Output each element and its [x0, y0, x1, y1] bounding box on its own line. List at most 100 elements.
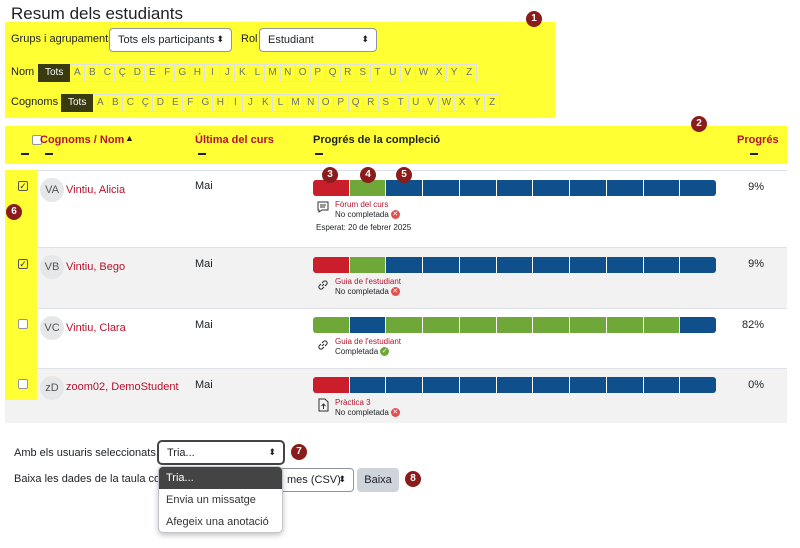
- row-checkbox[interactable]: ✓: [18, 181, 28, 191]
- activity-name-link[interactable]: Guia de l'estudiant: [335, 277, 402, 286]
- column-collapse-icon[interactable]: [21, 153, 29, 155]
- completion-segment-blue[interactable]: [496, 377, 534, 393]
- column-header-last-course[interactable]: Última del curs: [195, 134, 274, 146]
- row-checkbox[interactable]: ✓: [18, 259, 28, 269]
- completion-segment-green[interactable]: [570, 317, 607, 333]
- completion-segment-blue[interactable]: [423, 377, 460, 393]
- completion-segment-blue[interactable]: [680, 257, 716, 273]
- firstname-letter-x[interactable]: X: [432, 64, 448, 82]
- firstname-letter-l[interactable]: L: [250, 64, 266, 82]
- completion-segment-green[interactable]: [423, 317, 460, 333]
- select-all-checkbox[interactable]: [32, 135, 42, 145]
- completion-segment-blue[interactable]: [533, 377, 571, 393]
- firstname-letter-b[interactable]: B: [85, 64, 101, 82]
- lastname-letter-q[interactable]: Q: [348, 94, 364, 112]
- lastname-letter-e[interactable]: E: [168, 94, 184, 112]
- lastname-letter-s[interactable]: S: [378, 94, 394, 112]
- dropdown-option[interactable]: Envia un missatge: [166, 494, 256, 506]
- completion-segment-blue[interactable]: [386, 180, 424, 196]
- user-name-link[interactable]: zoom02, DemoStudent: [66, 381, 179, 393]
- column-collapse-icon[interactable]: [45, 153, 53, 155]
- lastname-letter-p[interactable]: P: [333, 94, 349, 112]
- firstname-letter-p[interactable]: P: [310, 64, 326, 82]
- completion-segment-blue[interactable]: [680, 180, 716, 196]
- completion-segment-green[interactable]: [313, 317, 350, 333]
- lastname-letter-t[interactable]: T: [393, 94, 409, 112]
- firstname-letter-g[interactable]: G: [175, 64, 191, 82]
- lastname-letter-h[interactable]: H: [213, 94, 229, 112]
- firstname-letter-r[interactable]: R: [340, 64, 356, 82]
- completion-segment-blue[interactable]: [570, 180, 607, 196]
- completion-segment-blue[interactable]: [680, 317, 716, 333]
- completion-segment-blue[interactable]: [606, 180, 644, 196]
- firstname-letter-e[interactable]: E: [145, 64, 161, 82]
- lastname-letter-u[interactable]: U: [408, 94, 424, 112]
- completion-segment-blue[interactable]: [570, 377, 607, 393]
- completion-bar[interactable]: [313, 257, 716, 273]
- completion-segment-blue[interactable]: [606, 257, 644, 273]
- completion-segment-red[interactable]: [313, 377, 350, 393]
- activity-name-link[interactable]: Pràctica 3: [335, 398, 371, 407]
- lastname-letter-o[interactable]: O: [318, 94, 334, 112]
- firstname-letter-q[interactable]: Q: [325, 64, 341, 82]
- firstname-letter-n[interactable]: N: [280, 64, 296, 82]
- completion-segment-green[interactable]: [606, 317, 644, 333]
- column-header-name[interactable]: Cognoms / Nom: [40, 134, 125, 146]
- firstname-letter-k[interactable]: K: [235, 64, 251, 82]
- completion-segment-blue[interactable]: [423, 180, 460, 196]
- column-header-progress[interactable]: Progrés: [737, 134, 779, 146]
- dropdown-option[interactable]: Afegeix una anotació: [166, 516, 269, 528]
- firstname-letter-j[interactable]: J: [220, 64, 236, 82]
- completion-segment-blue[interactable]: [459, 257, 497, 273]
- lastname-letter-b[interactable]: B: [108, 94, 124, 112]
- completion-bar[interactable]: [313, 180, 716, 196]
- completion-segment-blue[interactable]: [643, 180, 681, 196]
- lastname-letter-ç[interactable]: Ç: [138, 94, 154, 112]
- column-collapse-icon[interactable]: [315, 153, 323, 155]
- completion-segment-blue[interactable]: [680, 377, 716, 393]
- completion-segment-green[interactable]: [349, 257, 387, 273]
- firstname-letter-f[interactable]: F: [160, 64, 176, 82]
- completion-segment-blue[interactable]: [349, 317, 387, 333]
- lastname-letter-k[interactable]: K: [258, 94, 274, 112]
- lastname-letter-n[interactable]: N: [303, 94, 319, 112]
- lastname-letter-v[interactable]: V: [423, 94, 439, 112]
- completion-bar[interactable]: [313, 317, 716, 333]
- lastname-letter-m[interactable]: M: [288, 94, 304, 112]
- activity-name-link[interactable]: Guia de l'estudiant: [335, 337, 402, 346]
- download-button[interactable]: Baixa: [357, 468, 399, 492]
- lastname-letter-a[interactable]: A: [93, 94, 109, 112]
- completion-segment-blue[interactable]: [349, 377, 387, 393]
- completion-segment-green[interactable]: [349, 180, 387, 196]
- groups-select[interactable]: Tots els participants ⬍: [109, 28, 232, 52]
- firstname-letter-c[interactable]: C: [100, 64, 116, 82]
- completion-segment-blue[interactable]: [533, 257, 571, 273]
- bulk-action-select[interactable]: Tria... ⬍: [157, 440, 285, 465]
- completion-bar[interactable]: [313, 377, 716, 393]
- firstname-letter-u[interactable]: U: [385, 64, 401, 82]
- lastname-letter-f[interactable]: F: [183, 94, 199, 112]
- activity-name-link[interactable]: Fòrum del curs: [335, 200, 389, 209]
- completion-segment-green[interactable]: [496, 317, 534, 333]
- lastname-letter-d[interactable]: D: [153, 94, 169, 112]
- completion-segment-green[interactable]: [533, 317, 571, 333]
- firstname-letter-z[interactable]: Z: [462, 64, 478, 82]
- lastname-letter-z[interactable]: Z: [485, 94, 501, 112]
- role-select[interactable]: Estudiant ⬍: [259, 28, 377, 52]
- firstname-letter-v[interactable]: V: [400, 64, 416, 82]
- completion-segment-green[interactable]: [643, 317, 681, 333]
- dropdown-option[interactable]: Tria...: [159, 467, 282, 489]
- lastname-letter-y[interactable]: Y: [470, 94, 486, 112]
- completion-segment-blue[interactable]: [386, 377, 424, 393]
- firstname-letter-all[interactable]: Tots: [38, 64, 71, 82]
- firstname-letter-m[interactable]: M: [265, 64, 281, 82]
- firstname-letter-a[interactable]: A: [70, 64, 86, 82]
- completion-segment-blue[interactable]: [423, 257, 460, 273]
- lastname-letter-j[interactable]: J: [243, 94, 259, 112]
- lastname-letter-w[interactable]: W: [438, 94, 456, 112]
- completion-segment-blue[interactable]: [533, 180, 571, 196]
- completion-segment-blue[interactable]: [496, 257, 534, 273]
- completion-segment-blue[interactable]: [643, 377, 681, 393]
- lastname-letter-g[interactable]: G: [198, 94, 214, 112]
- lastname-letter-r[interactable]: R: [363, 94, 379, 112]
